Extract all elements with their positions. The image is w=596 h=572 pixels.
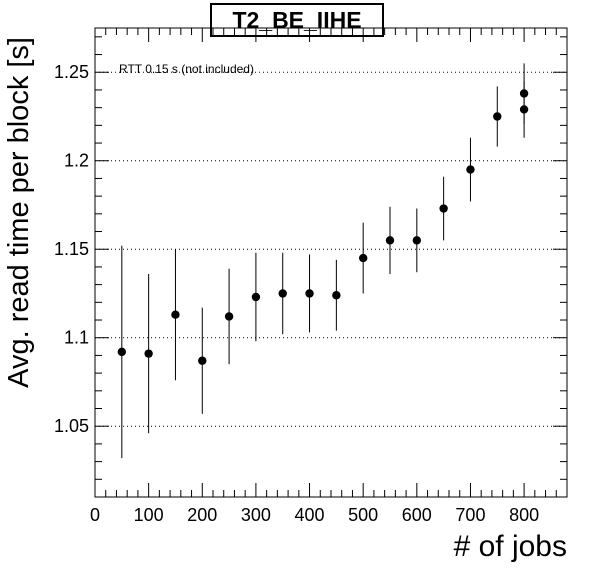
- rtt-annotation: RTT 0.15 s (not included): [119, 62, 254, 76]
- y-tick-label: 1.1: [64, 328, 89, 348]
- data-point: [412, 236, 422, 245]
- y-tick-label: 1.15: [54, 239, 89, 259]
- data-point: [439, 204, 448, 213]
- data-point: [305, 289, 314, 298]
- data-points: [117, 63, 529, 459]
- y-tick-label: 1.2: [64, 151, 89, 171]
- x-tick-label: 0: [90, 505, 100, 525]
- grid-lines: [95, 71, 567, 427]
- data-point: [332, 291, 341, 300]
- data-point: [278, 289, 287, 298]
- data-point: [171, 310, 180, 319]
- x-tick-label: 200: [187, 505, 217, 525]
- data-point: [144, 349, 153, 358]
- y-tick-label: 1.05: [54, 416, 89, 436]
- data-point: [358, 253, 368, 263]
- data-point: [224, 312, 234, 321]
- x-tick-label: 300: [241, 505, 271, 525]
- data-point: [493, 112, 502, 121]
- x-tick-label: 800: [509, 505, 539, 525]
- x-tick-label: 600: [402, 505, 432, 525]
- x-tick-label: 100: [134, 505, 164, 525]
- data-point: [519, 89, 529, 98]
- data-point: [198, 356, 207, 365]
- data-point: [251, 292, 261, 302]
- x-tick-label: 400: [295, 505, 325, 525]
- axes: 0 100 200 300 400 500 600 700 800 1.05 1.1 1.15 1.2 1…: [54, 27, 568, 525]
- y-tick-label: 1.25: [54, 62, 89, 82]
- x-tick-label: 500: [348, 505, 378, 525]
- x-axis-label: # of jobs: [454, 530, 567, 563]
- data-point: [466, 165, 475, 174]
- x-tick-label: 700: [455, 505, 485, 525]
- data-point: [117, 347, 127, 357]
- data-point: [385, 236, 395, 245]
- y-axis-label: Avg. read time per block [s]: [3, 37, 35, 388]
